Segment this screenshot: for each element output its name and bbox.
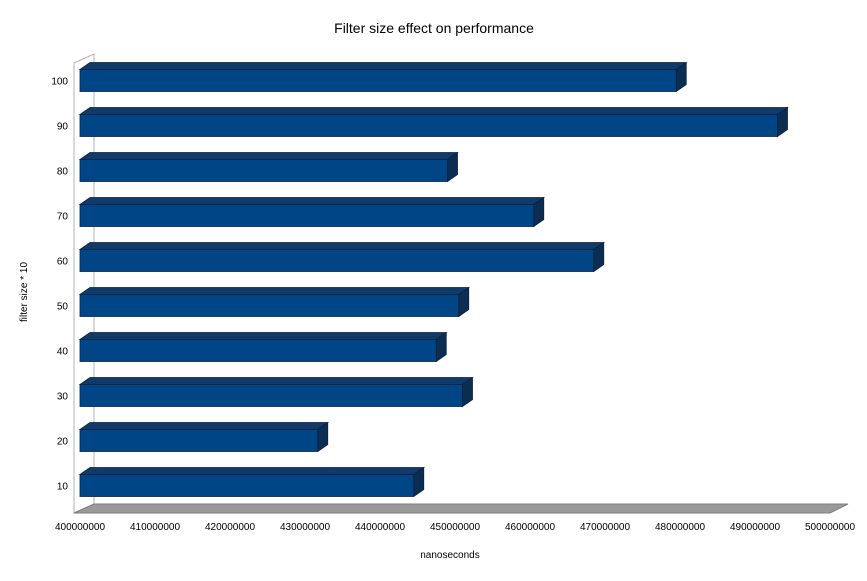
bar-50 <box>78 286 471 318</box>
y-tick-label: 50 <box>57 302 69 313</box>
x-tick-label: 420000000 <box>205 522 255 533</box>
x-tick-label: 430000000 <box>280 522 330 533</box>
tick-labels: 10 20 30 40 50 60 70 80 90 100 400000000 410000000 4… <box>51 77 855 534</box>
bar-40 <box>78 331 448 363</box>
bar-60 <box>78 241 606 273</box>
y-tick-label: 10 <box>57 482 69 493</box>
bar-top-30 <box>78 377 474 385</box>
y-axis-label: filter size * 10 <box>19 262 30 322</box>
chart-title: Filter size effect on performance <box>334 20 534 36</box>
y-tick-label: 100 <box>51 77 68 88</box>
bar-top-100 <box>78 62 688 70</box>
y-tick-label: 30 <box>57 392 69 403</box>
bar-90 <box>78 106 789 138</box>
bar-10 <box>78 466 426 498</box>
bar-front-100 <box>79 69 677 92</box>
x-tick-label: 400000000 <box>55 522 105 533</box>
bar-top-50 <box>78 287 471 295</box>
floor <box>73 503 849 514</box>
bar-front-70 <box>79 204 535 227</box>
bar-top-10 <box>78 467 426 475</box>
x-tick-label: 500000000 <box>805 522 855 533</box>
bar-front-10 <box>79 474 415 497</box>
bar-front-40 <box>79 339 437 362</box>
x-tick-label: 410000000 <box>130 522 180 533</box>
x-tick-label: 460000000 <box>505 522 555 533</box>
x-tick-label: 490000000 <box>730 522 780 533</box>
y-tick-label: 70 <box>57 212 69 223</box>
y-tick-label: 80 <box>57 167 69 178</box>
bar-top-20 <box>78 422 330 430</box>
bar-top-70 <box>78 197 546 205</box>
bar-top-80 <box>78 152 459 160</box>
y-tick-label: 90 <box>57 122 69 133</box>
bar-30 <box>78 376 474 408</box>
bars <box>78 61 789 498</box>
bar-top-60 <box>78 242 606 250</box>
x-tick-label: 440000000 <box>355 522 405 533</box>
bar-front-90 <box>79 114 778 137</box>
bar-20 <box>78 421 330 453</box>
x-tick-label: 480000000 <box>655 522 705 533</box>
bar-front-20 <box>79 429 319 452</box>
x-tick-label: 450000000 <box>430 522 480 533</box>
bar-80 <box>78 151 459 183</box>
y-tick-label: 20 <box>57 437 69 448</box>
x-tick-label: 470000000 <box>580 522 630 533</box>
y-tick-label: 60 <box>57 257 69 268</box>
bar-front-50 <box>79 294 460 317</box>
axes <box>73 53 849 514</box>
bar-top-40 <box>78 332 448 340</box>
bar-front-60 <box>79 249 595 272</box>
bar-100 <box>78 61 688 93</box>
y-tick-label: 40 <box>57 347 69 358</box>
bar-front-30 <box>79 384 463 407</box>
bar-top-90 <box>78 107 789 115</box>
bar-front-80 <box>79 159 448 182</box>
x-axis-label: nanoseconds <box>420 550 480 561</box>
bar-70 <box>78 196 546 228</box>
